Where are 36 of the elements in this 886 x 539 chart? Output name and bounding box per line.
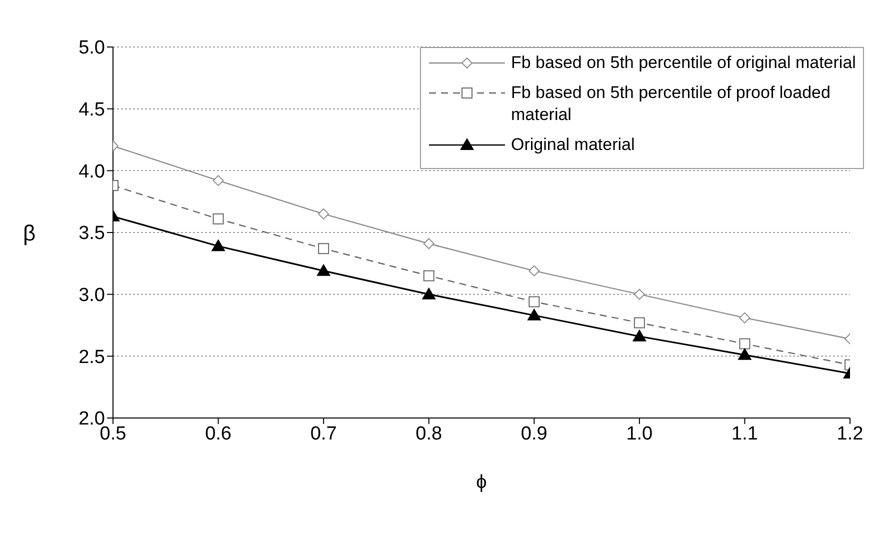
point (634, 288, 645, 300)
point (211, 239, 226, 252)
x-tick-label: 1.0 (626, 423, 653, 444)
point (316, 264, 331, 276)
x-tick-label: 0.6 (205, 423, 232, 444)
point (528, 265, 540, 276)
x-axis-title: ϕ (476, 472, 487, 493)
point (739, 312, 750, 324)
point (422, 287, 436, 300)
y-tick-label: 4.5 (78, 100, 105, 121)
point (634, 317, 645, 328)
y-tick-label: 2.5 (78, 346, 105, 368)
point (632, 329, 646, 342)
point (318, 208, 330, 220)
x-tick-label: 1.2 (836, 423, 864, 444)
point (739, 338, 750, 350)
legend-label: Original material (511, 134, 635, 156)
point (212, 213, 224, 224)
point (527, 308, 542, 320)
x-tick-label: 0.8 (416, 423, 442, 444)
point (423, 238, 434, 250)
x-tick-label: 0.9 (520, 423, 548, 444)
point (738, 348, 752, 360)
legend-label: Fb based on 5th percentile of original material (511, 52, 856, 74)
point (318, 243, 330, 254)
point (212, 175, 224, 186)
legend-label: Fb based on 5th percentile of proof loaded material (511, 82, 832, 126)
x-tick-label: 1.1 (732, 423, 758, 444)
y-tick-label: 5.0 (78, 38, 105, 59)
y-tick-label: 3.0 (78, 285, 105, 306)
y-axis-title: β (23, 220, 36, 246)
point (528, 296, 540, 308)
y-tick-label: 4.0 (78, 161, 105, 182)
x-tick-label: 0.7 (310, 423, 337, 444)
y-tick-label: 3.5 (78, 223, 105, 244)
point (423, 270, 434, 282)
